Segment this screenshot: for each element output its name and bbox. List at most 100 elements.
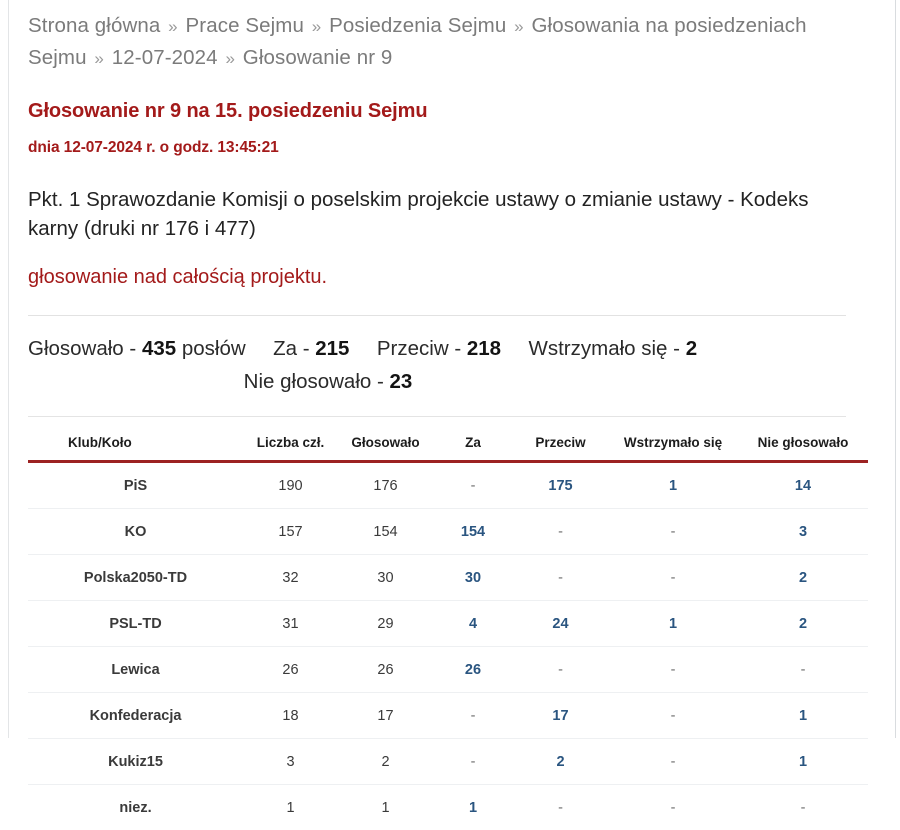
summary-abstain-label: Wstrzymało się - xyxy=(528,337,680,361)
column-header-for: Za xyxy=(433,427,513,464)
against-cell: - xyxy=(513,646,608,694)
voted-cell-value: 17 xyxy=(377,708,394,725)
abstain-cell: - xyxy=(608,738,738,786)
summary-voted-suffix: posłów xyxy=(181,337,246,361)
for-cell: 4 xyxy=(433,600,513,648)
column-header-club: Klub/Koło xyxy=(28,427,243,464)
for-cell-value[interactable]: 154 xyxy=(460,524,486,541)
members-cell: 3 xyxy=(243,738,338,786)
breadcrumb-item-home[interactable]: Strona główna xyxy=(28,14,161,37)
column-header-against: Przeciw xyxy=(513,427,608,464)
club-name-link[interactable]: PSL-TD xyxy=(28,600,243,648)
table-row: PSL-TD 31 29 4 24 1 2 xyxy=(28,600,868,648)
divider-above-summary xyxy=(28,315,846,317)
members-cell: 18 xyxy=(243,692,338,740)
voted-cell: 29 xyxy=(338,600,433,648)
breadcrumb-separator-icon: » xyxy=(311,17,322,36)
breadcrumb-item-posiedzenia-sejmu[interactable]: Posiedzenia Sejmu xyxy=(329,14,507,37)
abstain-cell-value: - xyxy=(670,524,676,541)
vote-datetime: dnia 12-07-2024 r. o godz. 13:45:21 xyxy=(28,139,279,157)
members-cell: 1 xyxy=(243,785,338,830)
notvoted-cell: 1 xyxy=(738,738,868,786)
page-title: Głosowanie nr 9 na 15. posiedzeniu Sejmu xyxy=(28,100,428,122)
page-right-edge-rule xyxy=(895,0,896,738)
for-cell: - xyxy=(433,461,513,510)
abstain-cell-value[interactable]: 1 xyxy=(668,478,678,495)
notvoted-cell-value[interactable]: 3 xyxy=(798,524,808,541)
notvoted-cell-value[interactable]: 2 xyxy=(798,570,808,587)
club-name-link[interactable]: Kukiz15 xyxy=(28,738,243,786)
members-cell-value: 26 xyxy=(282,662,299,679)
vote-subject-note: głosowanie nad całością projektu. xyxy=(28,266,328,289)
against-cell-value[interactable]: 24 xyxy=(552,616,569,633)
for-cell-value: - xyxy=(470,708,476,725)
notvoted-cell-value: - xyxy=(800,800,806,817)
breadcrumb-separator-icon: » xyxy=(94,49,104,68)
club-name-link[interactable]: KO xyxy=(28,508,243,556)
for-cell-value[interactable]: 26 xyxy=(464,662,482,679)
for-cell-value: - xyxy=(470,754,476,771)
club-results-body: PiS 190 176-175 1 14 KO 157 154 154- -3 Polska2050… xyxy=(28,461,868,830)
against-cell-value: - xyxy=(558,570,563,587)
members-cell-value: 1 xyxy=(286,800,295,817)
breadcrumb-item-current: Głosowanie nr 9 xyxy=(242,46,393,69)
against-cell-value[interactable]: 175 xyxy=(548,478,573,495)
abstain-cell-value: - xyxy=(670,708,676,725)
table-row: Kukiz15 3 2 - 2 - 1 xyxy=(28,738,868,786)
table-row: PiS 190 176 - 175 1 14 xyxy=(28,461,868,510)
summary-against-value: 218 xyxy=(466,337,502,361)
for-cell-value[interactable]: 30 xyxy=(464,570,482,587)
against-cell: - xyxy=(513,508,608,556)
column-header-notvoted: Nie głosowało xyxy=(738,427,868,464)
voted-cell-value: 1 xyxy=(381,800,390,817)
club-name-link[interactable]: PiS xyxy=(28,461,243,510)
breadcrumb-item-prace-sejmu[interactable]: Prace Sejmu xyxy=(185,14,304,37)
voted-cell-value: 29 xyxy=(377,616,394,633)
breadcrumb: Strona główna » Prace Sejmu » Posiedzeni… xyxy=(28,0,843,74)
page-left-edge-rule xyxy=(8,0,9,738)
summary-for-label: Za - xyxy=(273,337,310,361)
notvoted-cell-value[interactable]: 2 xyxy=(798,616,808,633)
for-cell-value[interactable]: 4 xyxy=(468,616,478,633)
members-cell-value: 3 xyxy=(286,754,295,771)
notvoted-cell: - xyxy=(738,785,868,830)
notvoted-cell: 3 xyxy=(738,508,868,556)
table-row: Konfederacja 18 17 - 17 - 1 xyxy=(28,692,868,740)
club-name-link[interactable]: niez. xyxy=(119,800,152,817)
club-name-link[interactable]: Polska2050-TD xyxy=(28,554,243,602)
against-cell: 17 xyxy=(513,692,608,740)
for-cell: 30 xyxy=(433,554,513,602)
abstain-cell-value: - xyxy=(670,754,676,771)
against-cell: - xyxy=(513,785,608,830)
summary-voted-value: 435 xyxy=(141,337,177,361)
notvoted-cell-value[interactable]: 1 xyxy=(798,708,808,725)
abstain-cell-value[interactable]: 1 xyxy=(668,616,678,633)
club-name-link[interactable]: Konfederacja xyxy=(28,692,243,740)
notvoted-cell-value[interactable]: 14 xyxy=(794,478,812,495)
breadcrumb-item-glosowania[interactable]: Głosowania na posiedzeniach Sejmu xyxy=(28,14,807,69)
voted-cell: 17 xyxy=(338,692,433,740)
club-name-link[interactable]: Lewica xyxy=(28,646,243,694)
notvoted-cell-value: - xyxy=(800,662,806,679)
against-cell-value: - xyxy=(558,524,563,541)
column-header-members: Liczba czł. xyxy=(243,427,338,464)
voted-cell-value: 30 xyxy=(377,570,394,587)
breadcrumb-separator-icon: » xyxy=(514,17,524,36)
against-cell-value: - xyxy=(558,800,563,817)
vote-summary-line-2: Nie głosowało - 23 xyxy=(28,365,628,398)
abstain-cell: 1 xyxy=(608,600,738,648)
members-cell: 190 xyxy=(243,461,338,510)
table-row: Polska2050-TD 32 30 30 - - 2 xyxy=(28,554,868,602)
voted-cell-value: 176 xyxy=(373,478,398,495)
voted-cell-value: 26 xyxy=(377,662,394,679)
notvoted-cell-value[interactable]: 1 xyxy=(798,754,808,771)
breadcrumb-item-date[interactable]: 12-07-2024 xyxy=(111,46,218,69)
abstain-cell: 1 xyxy=(608,461,738,510)
for-cell-value[interactable]: 1 xyxy=(468,800,478,817)
summary-for-value: 215 xyxy=(315,337,350,361)
voted-cell: 26 xyxy=(338,646,433,694)
against-cell-value[interactable]: 17 xyxy=(552,708,569,725)
against-cell-value[interactable]: 2 xyxy=(556,754,565,771)
against-cell: 175 xyxy=(513,461,608,510)
voted-cell: 30 xyxy=(338,554,433,602)
